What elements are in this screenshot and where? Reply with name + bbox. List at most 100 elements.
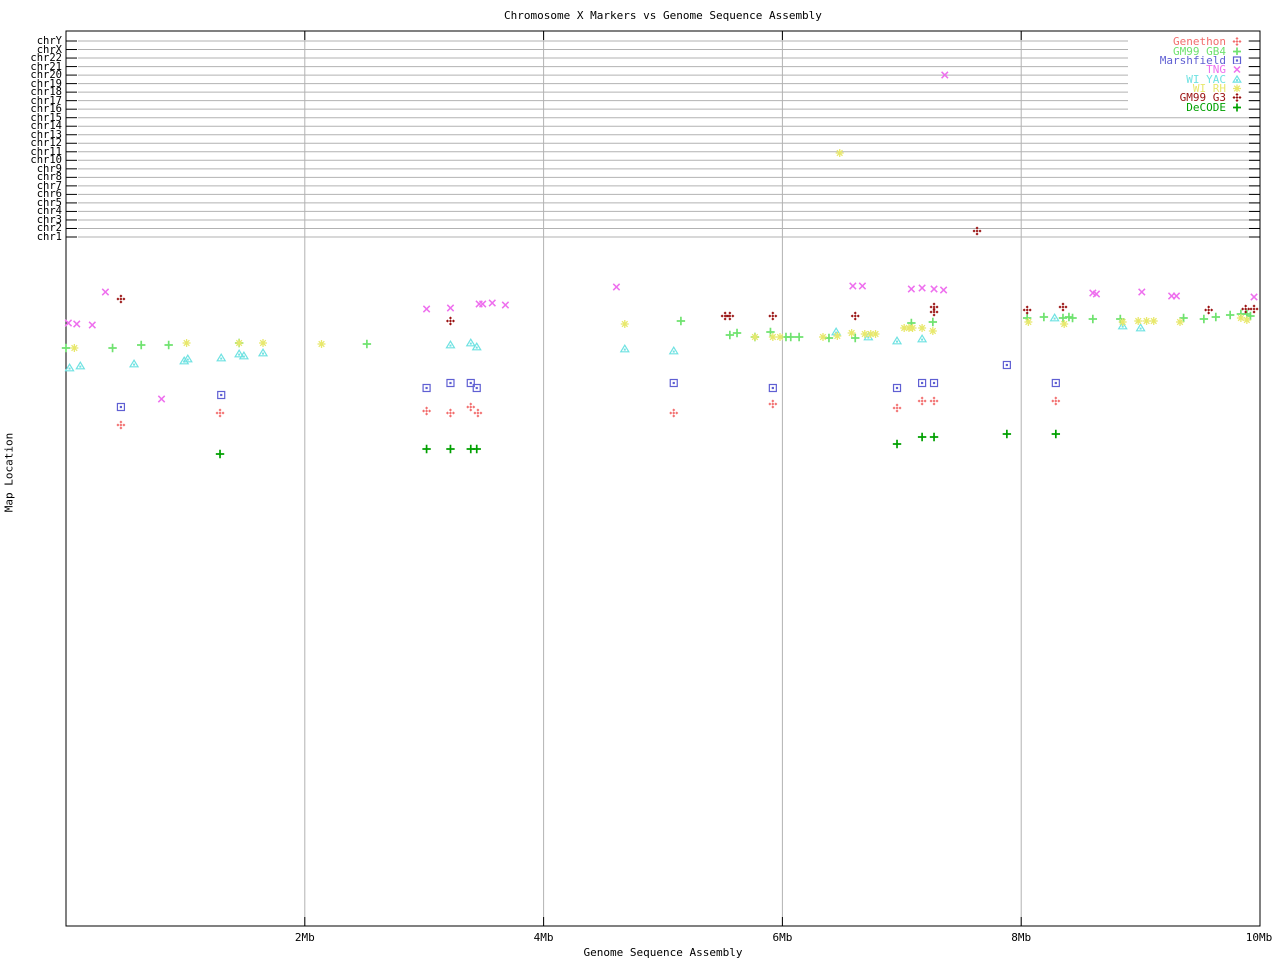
- y-tick-label-chr12: chr12: [30, 137, 62, 150]
- chart-title: Chromosome X Markers vs Genome Sequence …: [504, 9, 822, 22]
- data-point-marker: [217, 390, 226, 400]
- data-point-marker: [157, 395, 166, 403]
- data-point-marker: [1039, 312, 1049, 322]
- data-point-marker: [917, 396, 927, 406]
- data-point-marker: [850, 311, 860, 321]
- data-point-marker: [73, 320, 81, 328]
- data-point-marker: [1135, 323, 1146, 332]
- data-point-marker: [917, 378, 927, 388]
- data-point-marker: [216, 353, 227, 362]
- data-point-marker: [849, 282, 857, 290]
- diamond-icon: [1226, 36, 1248, 47]
- data-point-marker: [612, 283, 621, 291]
- y-tick-label-chr20: chr20: [30, 69, 62, 82]
- legend-label: Genethon: [1173, 35, 1226, 49]
- gridlines: [78, 31, 1260, 926]
- data-point-marker: [676, 316, 686, 326]
- data-point-marker: [972, 226, 982, 236]
- data-point-marker: [1060, 320, 1069, 328]
- data-point-marker: [116, 402, 126, 412]
- data-point-marker: [1250, 293, 1258, 301]
- data-point-marker: [1022, 305, 1032, 315]
- plot-border: [65, 30, 1261, 927]
- diamond-icon: [1226, 92, 1248, 103]
- series-decode: [215, 429, 1061, 459]
- data-point-marker: [776, 333, 785, 341]
- data-point-marker: [445, 408, 455, 418]
- y-tick-label-chr1: chr1: [36, 231, 62, 243]
- legend-item-gm99-g3: GM99 G3: [1130, 92, 1248, 104]
- x-tick-label-4Mb: 4Mb: [533, 931, 554, 944]
- data-point-marker: [445, 340, 456, 349]
- data-point-marker: [1246, 311, 1255, 321]
- legend-item-wi-yac: WI YAC: [1130, 72, 1248, 86]
- data-point-marker: [1051, 396, 1061, 406]
- data-point-marker: [1051, 429, 1061, 439]
- data-point-marker: [866, 330, 875, 338]
- data-point-marker: [61, 343, 71, 353]
- data-point-marker: [929, 432, 939, 442]
- data-point-marker: [488, 299, 496, 307]
- data-point-marker: [234, 349, 245, 358]
- data-point-marker: [1002, 429, 1012, 439]
- data-point-marker: [929, 302, 939, 312]
- data-point-marker: [137, 340, 146, 350]
- data-point-marker: [860, 330, 869, 338]
- series-genethon: [116, 396, 1061, 430]
- data-point-marker: [471, 342, 482, 351]
- data-point-marker: [928, 317, 938, 327]
- data-point-marker: [892, 383, 902, 393]
- data-point-marker: [64, 363, 75, 372]
- data-point-marker: [1211, 312, 1221, 322]
- data-point-marker: [1058, 302, 1068, 312]
- data-point-marker: [1179, 313, 1188, 323]
- x-tick-label-2Mb: 2Mb: [294, 931, 315, 944]
- data-point-marker: [1225, 310, 1235, 320]
- data-point-marker: [446, 304, 455, 312]
- data-point-marker: [465, 338, 476, 347]
- legend-item-wi-rh: WI RH: [1130, 81, 1248, 95]
- data-point-marker: [725, 330, 735, 340]
- data-point-marker: [422, 383, 431, 393]
- data-point-marker: [1049, 313, 1060, 322]
- data-point-marker: [472, 444, 481, 454]
- data-point-marker: [422, 444, 431, 454]
- data-point-marker: [892, 439, 902, 449]
- data-point-marker: [1118, 318, 1127, 326]
- data-point-marker: [235, 339, 244, 347]
- data-point-marker: [257, 348, 269, 357]
- data-point-marker: [501, 301, 510, 309]
- legend-item-tng: TNG: [1130, 64, 1248, 76]
- data-point-marker: [116, 420, 126, 430]
- data-point-marker: [918, 324, 927, 332]
- y-tick-label-chr7: chr7: [36, 179, 62, 192]
- legend-label: WI RH: [1192, 81, 1226, 95]
- data-point-marker: [929, 396, 939, 406]
- data-point-marker: [768, 383, 777, 393]
- y-tick-label-chr6: chr6: [36, 188, 62, 201]
- data-point-marker: [1149, 317, 1158, 325]
- y-tick-label-chr2: chr2: [36, 222, 62, 235]
- series-gm99-g3: [116, 226, 1259, 326]
- data-point-marker: [1138, 288, 1146, 296]
- data-point-marker: [182, 354, 193, 363]
- data-point-marker: [908, 324, 917, 332]
- y-tick-label-chr15: chr15: [30, 111, 62, 124]
- data-point-marker: [238, 351, 249, 360]
- data-point-marker: [1249, 304, 1259, 314]
- data-point-marker: [164, 340, 173, 350]
- data-point-marker: [918, 284, 926, 292]
- data-point-marker: [362, 339, 372, 349]
- data-point-marker: [422, 406, 432, 416]
- data-point-marker: [835, 149, 844, 157]
- data-point-marker: [768, 311, 778, 321]
- data-point-marker: [445, 316, 455, 326]
- y-tick-label-chr21: chr21: [30, 60, 62, 73]
- data-point-marker: [1088, 314, 1098, 324]
- data-point-marker: [472, 383, 481, 393]
- data-point-marker: [619, 344, 630, 353]
- legend-label: WI YAC: [1186, 72, 1226, 86]
- data-point-marker: [1068, 313, 1077, 323]
- legend-item-decode: DeCODE: [1130, 101, 1248, 113]
- y-tick-label-chr4: chr4: [36, 205, 62, 218]
